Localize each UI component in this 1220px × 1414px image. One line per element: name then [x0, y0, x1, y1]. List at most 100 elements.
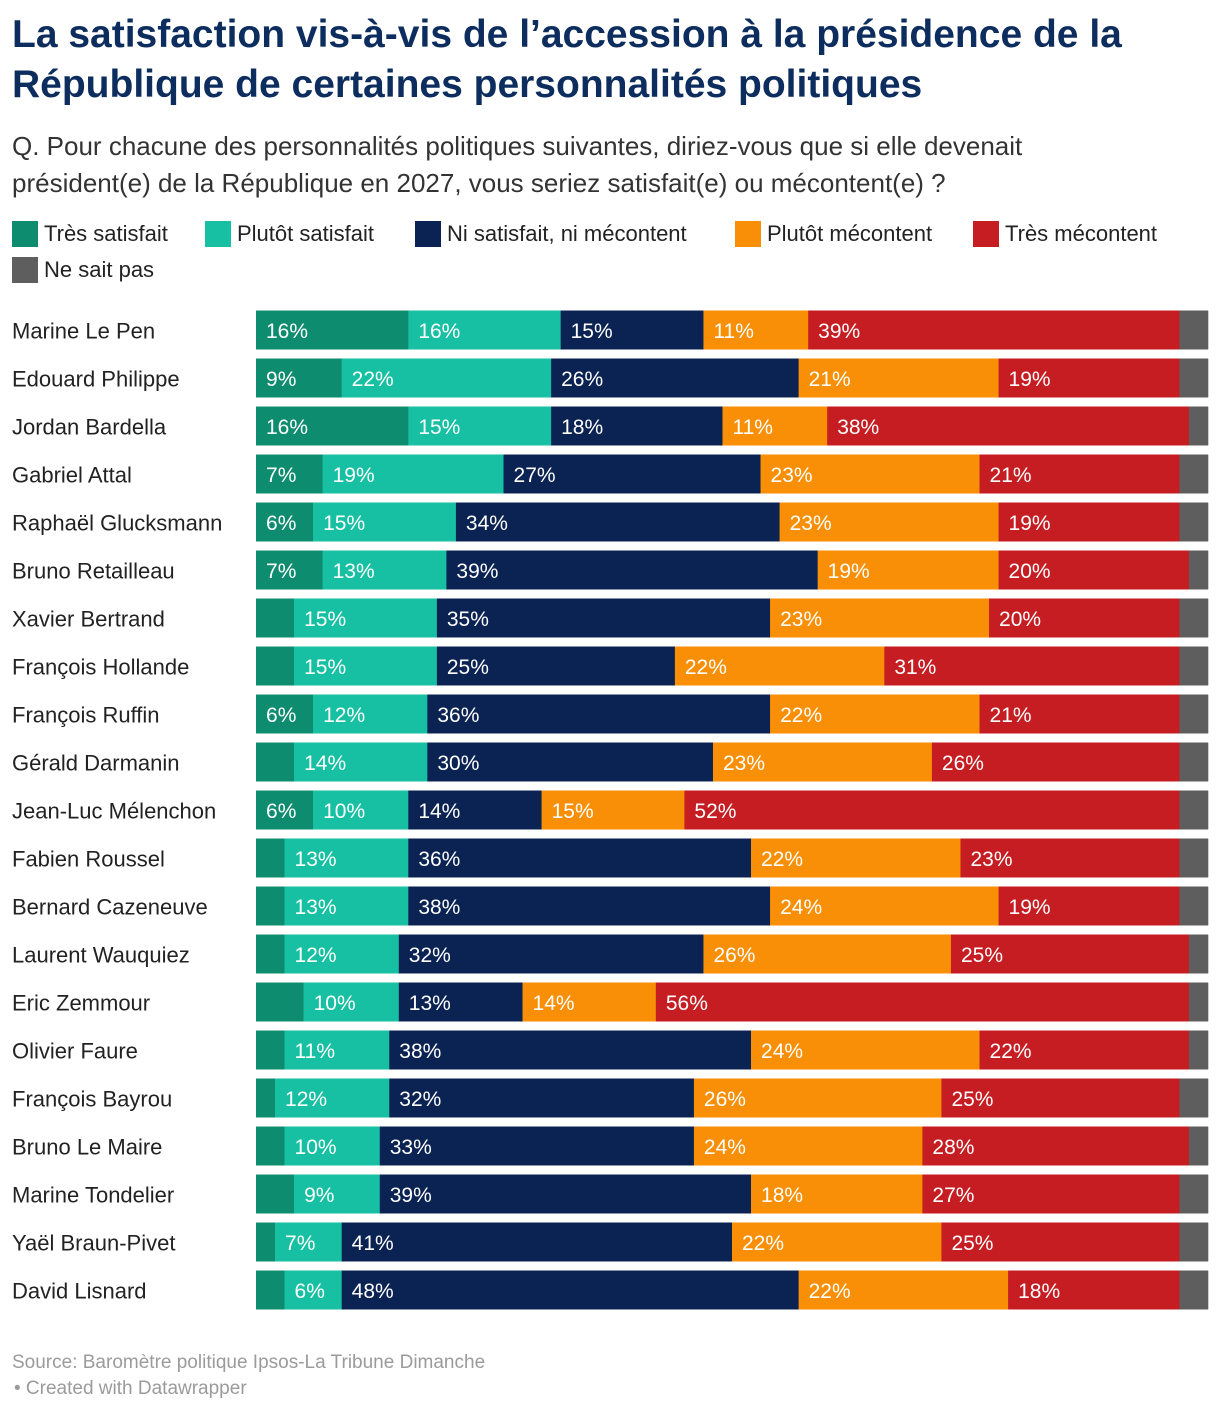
bar-segment-rather-satisfied [313, 790, 409, 830]
value-suffix: % [318, 944, 337, 967]
legend-item-neutral: Ni satisfait, ni mécontent [415, 221, 687, 247]
value-label: 6% [266, 512, 296, 535]
value-suffix: % [735, 320, 754, 343]
value-number: 22 [685, 656, 708, 679]
value-suffix: % [1032, 896, 1051, 919]
value-label: 23% [780, 608, 822, 631]
value-label: 12% [295, 944, 337, 967]
bar-segment-very-satisfied [256, 1174, 295, 1214]
bar-segment-rather-dissatisfied [798, 1270, 1009, 1310]
value-label: 26% [704, 1088, 746, 1111]
bar-segment-very-dissatisfied [979, 1030, 1190, 1070]
value-number: 23 [771, 464, 794, 487]
value-label: 31% [894, 656, 936, 679]
value-label: 22% [809, 1280, 851, 1303]
bar-row: Gérald Darmanin 14% 30% 23% 26% [12, 742, 1209, 782]
bar-segment-very-satisfied [256, 1270, 285, 1310]
value-number: 15 [418, 416, 441, 439]
value-label: 9% [304, 1184, 334, 1207]
value-number: 13 [295, 848, 318, 871]
value-number: 21 [990, 464, 1013, 487]
row-label: Bruno Retailleau [12, 559, 175, 584]
value-label: 9% [266, 368, 296, 391]
value-suffix: % [432, 992, 451, 1015]
bar-segment-very-satisfied [256, 838, 285, 878]
value-suffix: % [1032, 560, 1051, 583]
bar-segment-rather-satisfied [284, 838, 409, 878]
bar-segment-very-dissatisfied [998, 502, 1180, 542]
value-suffix: % [803, 896, 822, 919]
bar-segment-very-dissatisfied [960, 838, 1180, 878]
value-suffix: % [318, 896, 337, 919]
bar-segment-rather-dissatisfied [722, 406, 828, 446]
value-label: 35% [447, 608, 489, 631]
bar-segment-no-opinion [1179, 694, 1209, 734]
value-number: 6 [266, 704, 278, 727]
bar-segment-very-satisfied [256, 1222, 276, 1262]
value-suffix: % [278, 512, 297, 535]
bar-row: Fabien Roussel 13% 36% 22% 23% [12, 838, 1209, 878]
value-label: 21% [990, 704, 1032, 727]
value-label: 25% [951, 1232, 993, 1255]
value-suffix: % [594, 320, 613, 343]
bar-segment-rather-dissatisfied [770, 598, 990, 638]
value-number: 30 [437, 752, 460, 775]
value-suffix: % [346, 512, 365, 535]
bar-row: Bernard Cazeneuve 13% 38% 24% 19% [12, 886, 1209, 926]
value-number: 36 [437, 704, 460, 727]
bar-segment-rather-dissatisfied [751, 838, 961, 878]
bar-segment-rather-dissatisfied [693, 1126, 923, 1166]
bar-segment-very-satisfied [256, 790, 314, 830]
value-label: 23% [790, 512, 832, 535]
bar-segment-very-dissatisfied [998, 550, 1190, 590]
value-number: 11 [732, 416, 754, 439]
datawrapper-credit-link[interactable]: • Created with Datawrapper [14, 1378, 247, 1399]
bar-segment-rather-dissatisfied [760, 454, 980, 494]
value-label: 7% [266, 464, 296, 487]
value-suffix: % [956, 1136, 975, 1159]
bar-segment-rather-satisfied [294, 646, 438, 686]
value-number: 10 [314, 992, 337, 1015]
bar-segment-very-satisfied [256, 1078, 276, 1118]
bar-segment-very-dissatisfied [989, 598, 1180, 638]
value-number: 20 [999, 608, 1022, 631]
value-number: 22 [761, 848, 784, 871]
legend: Très satisfait Plutôt satisfait Ni satis… [0, 215, 1220, 290]
value-suffix: % [356, 560, 375, 583]
value-label: 7% [266, 560, 296, 583]
row-label: David Lisnard [12, 1279, 147, 1304]
value-suffix: % [794, 464, 813, 487]
value-number: 26 [561, 368, 584, 391]
bar-row: Xavier Bertrand 15% 35% 23% 20% [12, 598, 1209, 638]
value-suffix: % [278, 464, 297, 487]
bar-segment-no-opinion [1179, 502, 1209, 542]
value-label: 28% [932, 1136, 974, 1159]
value-suffix: % [346, 704, 365, 727]
value-suffix: % [1041, 1280, 1060, 1303]
bar-segment-very-dissatisfied [884, 646, 1180, 686]
value-suffix: % [832, 1280, 851, 1303]
bar-segment-neutral [379, 1174, 752, 1214]
legend-swatch [12, 257, 38, 283]
bar-row: Jean-Luc Mélenchon 6% 10% 14% 15% 52% [12, 790, 1209, 830]
value-label: 19% [1009, 896, 1051, 919]
row-label: Eric Zemmour [12, 991, 150, 1016]
value-label: 16% [266, 320, 308, 343]
value-suffix: % [442, 800, 461, 823]
value-number: 9 [266, 368, 278, 391]
value-label: 23% [723, 752, 765, 775]
legend-item-no-opinion: Ne sait pas [12, 257, 154, 283]
value-label: 27% [514, 464, 556, 487]
value-suffix: % [318, 1136, 337, 1159]
value-suffix: % [316, 1040, 335, 1063]
bar-segment-very-dissatisfied [922, 1174, 1180, 1214]
value-label: 15% [552, 800, 594, 823]
bar-segment-neutral [389, 1078, 695, 1118]
legend-swatch [205, 221, 231, 247]
bar-segment-neutral [379, 1126, 695, 1166]
row-label: Raphaël Glucksmann [12, 511, 222, 536]
value-suffix: % [718, 800, 737, 823]
bar-segment-very-satisfied [256, 310, 409, 350]
value-suffix: % [289, 416, 308, 439]
bar-segment-no-opinion [1188, 934, 1209, 974]
